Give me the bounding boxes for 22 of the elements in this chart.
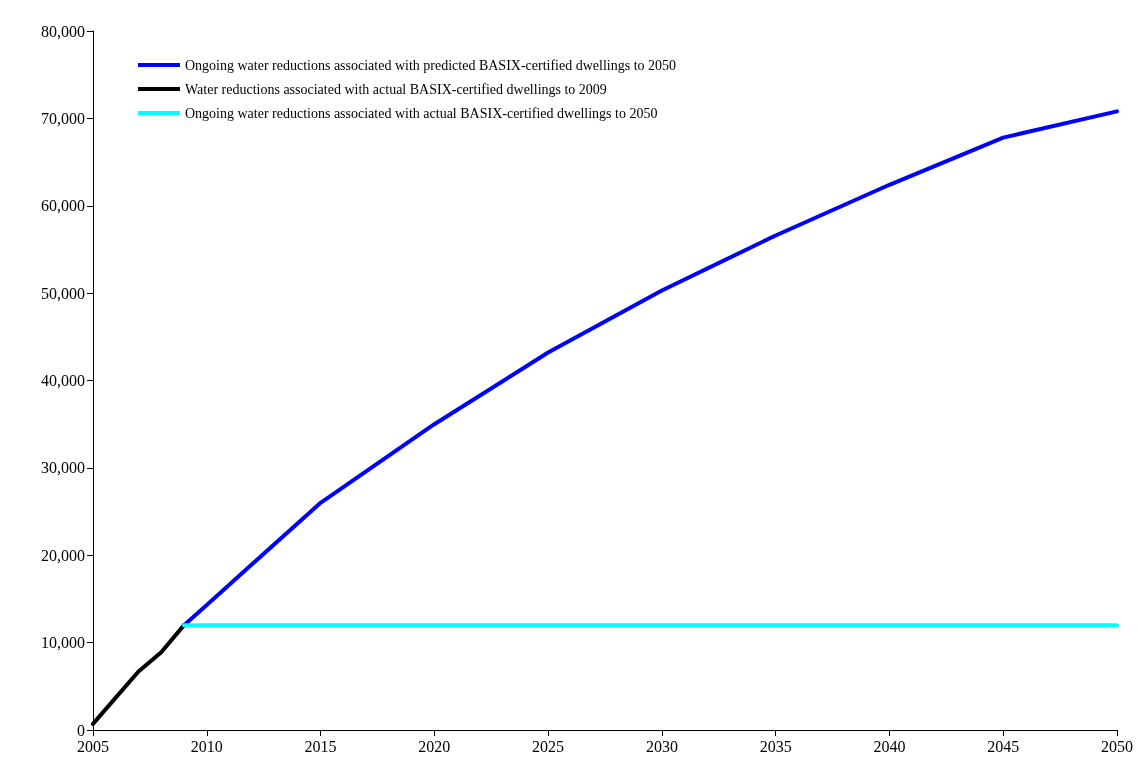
x-tick-label: 2035 (759, 737, 792, 755)
x-tick-label: 2010 (190, 737, 223, 755)
x-tick-label: 2050 (1101, 737, 1133, 755)
y-tick-label: 50,000 (41, 284, 85, 302)
y-tick-label: 60,000 (41, 197, 85, 215)
y-tick-label: 40,000 (41, 372, 85, 389)
legend-label: Water reductions associated with actual BASIX-certified dwellings to 2009 (185, 81, 607, 97)
x-tick-label: 2045 (987, 737, 1020, 755)
x-tick-label: 2030 (645, 737, 678, 755)
x-tick-label: 2005 (77, 737, 109, 755)
x-tick-label: 2025 (532, 737, 565, 755)
y-tick-label: 20,000 (41, 546, 85, 564)
x-tick-label: 2040 (873, 737, 906, 755)
y-tick-label: 70,000 (41, 109, 85, 127)
y-tick-label: 10,000 (41, 634, 85, 652)
legend-label: Ongoing water reductions associated with actual BASIX-certified dwellings to 2050 (185, 105, 658, 121)
legend-label: Ongoing water reductions associated with predicted BASIX-certified dwellings to 2050 (185, 57, 677, 73)
y-tick-label: 0 (77, 721, 85, 739)
y-tick-label: 30,000 (41, 459, 85, 477)
x-tick-label: 2015 (304, 737, 337, 755)
x-tick-label: 2020 (418, 737, 451, 755)
y-tick-label: 80,000 (41, 22, 85, 40)
